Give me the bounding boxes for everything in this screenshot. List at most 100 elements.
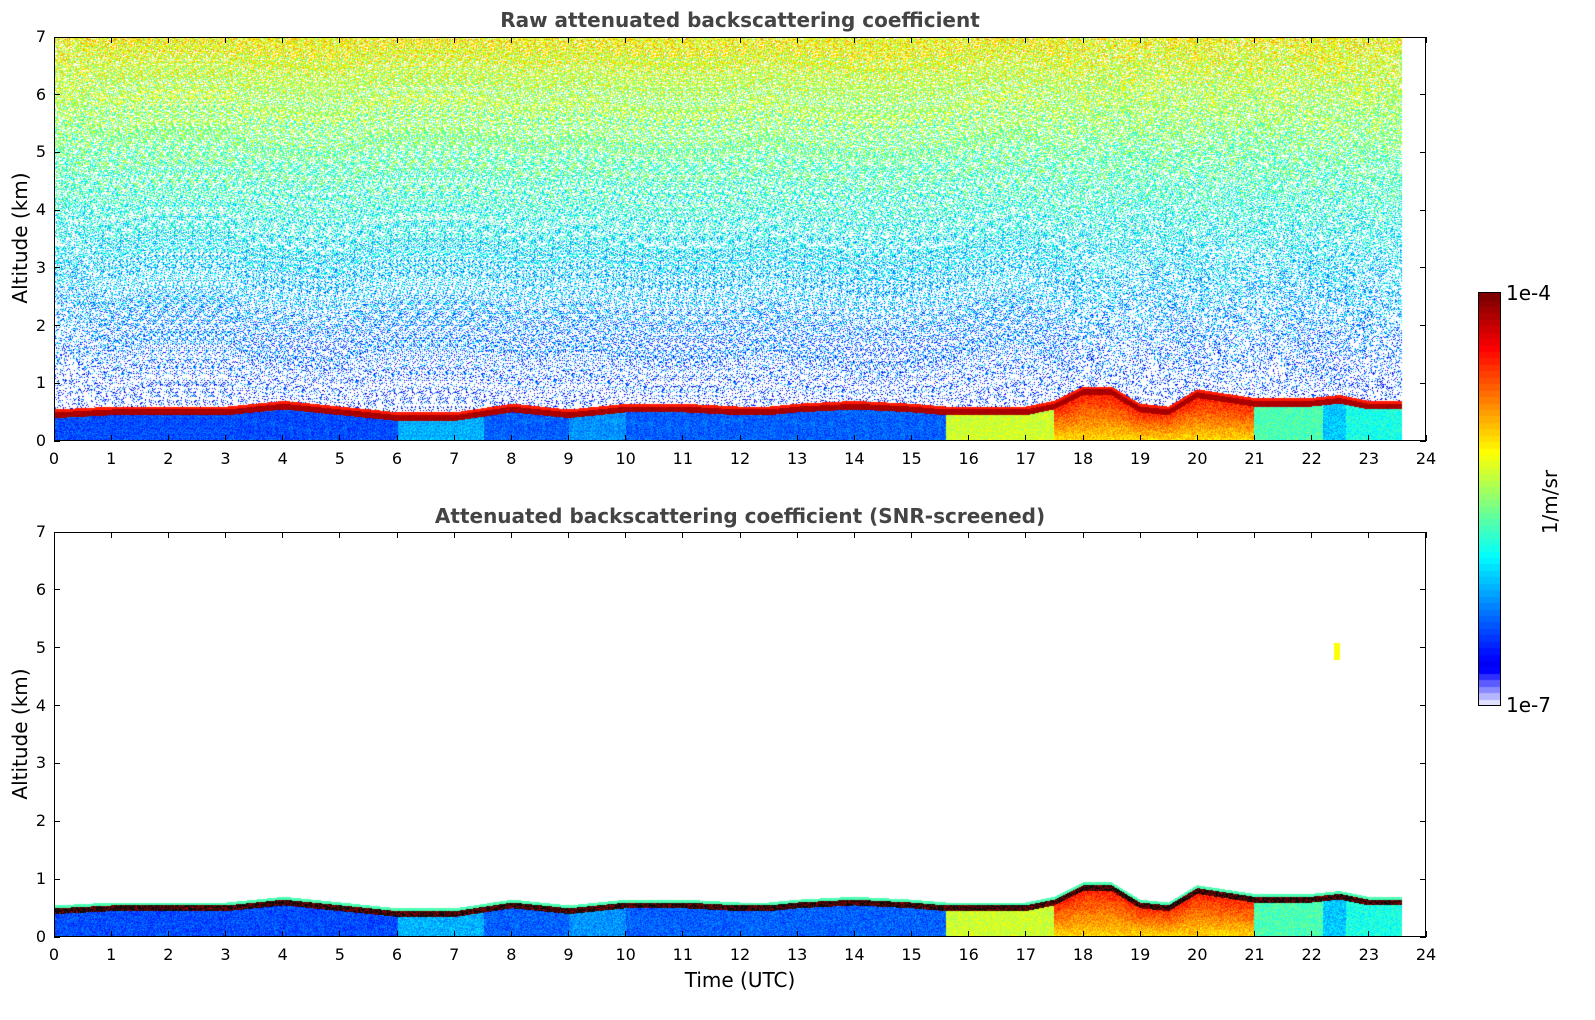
screened-y-tick <box>54 936 60 938</box>
screened-x-tick-label: 0 <box>48 945 60 964</box>
screened-x-tick <box>53 532 55 538</box>
colorbar-max-label: 1e-4 <box>1506 281 1551 305</box>
raw-x-tick <box>1368 435 1370 441</box>
screened-x-tick-label: 4 <box>277 945 288 964</box>
screened-x-tick-label: 13 <box>786 945 808 964</box>
raw-x-tick-label: 12 <box>729 449 751 468</box>
screened-x-tick <box>1311 532 1313 538</box>
screened-x-tick <box>225 532 226 538</box>
screened-x-tick-label: 20 <box>1187 945 1208 964</box>
raw-x-tick-label: 1 <box>106 449 117 468</box>
screened-y-tick-label: 4 <box>35 695 46 715</box>
heatmap-raw <box>55 38 1425 440</box>
screened-x-tick <box>739 532 741 538</box>
screened-x-tick-label: 23 <box>1358 945 1379 964</box>
screened-x-tick <box>968 532 970 538</box>
screened-x-tick <box>682 931 684 937</box>
raw-x-tick-label: 0 <box>48 449 60 468</box>
screened-x-tick <box>1196 532 1198 538</box>
raw-x-tick <box>339 37 341 43</box>
raw-x-tick <box>282 37 284 43</box>
raw-x-tick <box>396 435 398 441</box>
screened-x-tick-label: 14 <box>844 945 865 964</box>
screened-x-tick-label: 8 <box>506 945 517 964</box>
screened-x-tick <box>53 931 55 937</box>
raw-x-tick <box>853 435 855 441</box>
raw-x-tick-label: 15 <box>901 449 922 468</box>
raw-x-tick <box>1196 37 1198 43</box>
raw-x-tick-label: 22 <box>1301 449 1322 468</box>
screened-x-tick <box>1254 931 1255 937</box>
screened-x-tick <box>1025 931 1027 937</box>
screened-x-tick <box>110 931 112 937</box>
raw-x-tick-label: 6 <box>391 449 403 468</box>
screened-x-tick-label: 24 <box>1415 945 1437 964</box>
raw-x-tick <box>510 37 512 43</box>
chart-title-raw: Raw attenuated backscattering coefficien… <box>500 8 980 32</box>
raw-x-tick <box>1139 37 1141 43</box>
raw-y-tick <box>54 382 60 384</box>
screened-y-tick <box>1420 820 1426 822</box>
raw-x-tick <box>568 37 569 43</box>
raw-y-tick <box>1420 36 1426 38</box>
raw-x-tick <box>53 435 55 441</box>
raw-x-tick-label: 4 <box>277 449 288 468</box>
screened-x-tick <box>339 532 341 538</box>
screened-y-tick <box>1420 936 1426 938</box>
raw-x-tick <box>1025 37 1027 43</box>
raw-x-tick-label: 23 <box>1358 449 1379 468</box>
raw-y-tick <box>54 36 60 38</box>
screened-x-tick-label: 1 <box>106 945 117 964</box>
raw-y-tick <box>1420 209 1426 211</box>
raw-x-tick <box>682 435 684 441</box>
raw-y-tick-label: 6 <box>35 84 46 104</box>
raw-x-tick <box>1425 435 1427 441</box>
raw-x-tick <box>167 435 169 441</box>
screened-y-tick <box>1420 705 1426 707</box>
screened-x-tick <box>968 931 970 937</box>
screened-x-tick <box>853 931 855 937</box>
screened-x-tick <box>396 931 398 937</box>
raw-x-tick <box>53 37 55 43</box>
raw-y-tick <box>54 209 60 211</box>
raw-x-tick-label: 21 <box>1244 449 1265 468</box>
screened-x-tick <box>1425 532 1427 538</box>
raw-x-tick-label: 7 <box>449 449 460 468</box>
raw-y-tick <box>54 267 60 269</box>
screened-x-tick-label: 6 <box>391 945 403 964</box>
screened-x-tick <box>739 931 741 937</box>
screened-x-tick <box>282 532 284 538</box>
raw-x-tick <box>1025 435 1027 441</box>
screened-x-tick <box>1425 931 1427 937</box>
raw-x-tick-label: 24 <box>1415 449 1437 468</box>
screened-y-tick <box>1420 762 1426 764</box>
raw-x-tick <box>1311 435 1313 441</box>
screened-x-tick <box>796 931 798 937</box>
screened-x-tick-label: 16 <box>958 945 979 964</box>
raw-x-tick <box>1082 37 1084 43</box>
screened-x-tick <box>167 931 169 937</box>
raw-x-tick <box>968 37 970 43</box>
raw-x-tick <box>739 435 741 441</box>
screened-y-tick-label: 6 <box>35 579 46 599</box>
screened-x-tick <box>453 532 455 538</box>
raw-x-tick <box>625 37 627 43</box>
raw-y-tick-label: 7 <box>35 27 46 46</box>
screened-x-tick <box>1311 931 1313 937</box>
raw-x-tick-label: 18 <box>1072 449 1094 468</box>
raw-x-tick <box>1254 435 1255 441</box>
screened-x-tick <box>682 532 684 538</box>
screened-x-tick-label: 2 <box>163 945 174 964</box>
raw-x-tick-label: 16 <box>958 449 979 468</box>
raw-y-tick <box>54 151 60 153</box>
screened-y-tick-label: 7 <box>35 522 46 541</box>
raw-y-tick <box>54 94 60 96</box>
raw-y-tick-label: 4 <box>35 200 46 220</box>
screened-x-tick-label: 5 <box>334 945 345 964</box>
screened-x-tick-label: 21 <box>1244 945 1265 964</box>
screened-x-tick <box>1254 532 1255 538</box>
screened-x-tick <box>1082 931 1084 937</box>
screened-x-tick-label: 10 <box>615 945 636 964</box>
raw-x-tick <box>1311 37 1313 43</box>
screened-x-tick <box>796 532 798 538</box>
